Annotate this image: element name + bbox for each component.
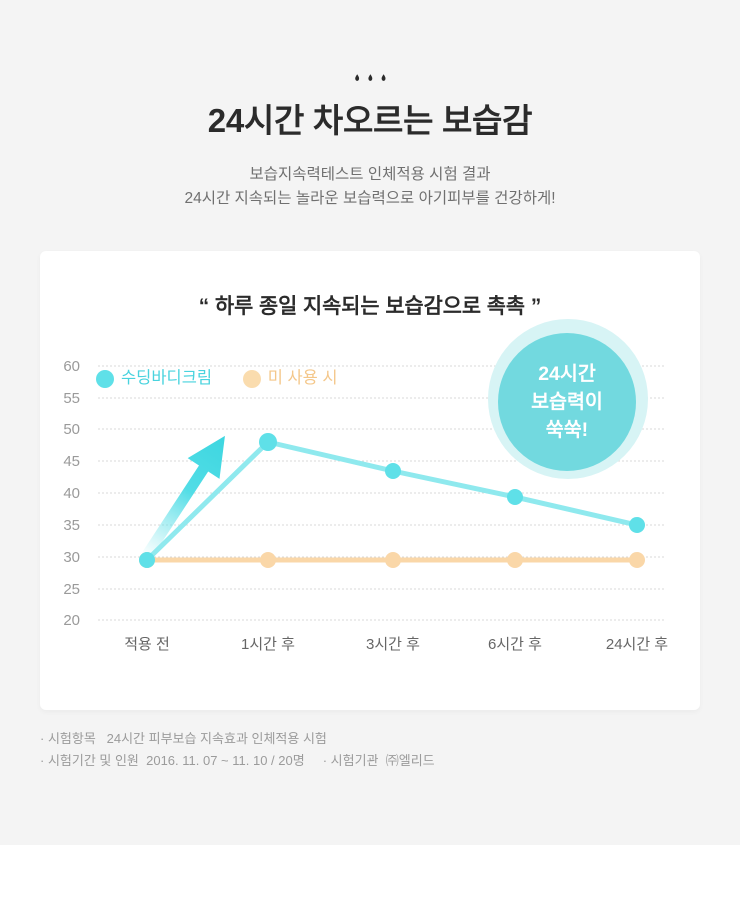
svg-text:적용 전: 적용 전 <box>124 636 170 653</box>
svg-text:50: 50 <box>63 421 80 438</box>
svg-text:60: 60 <box>63 358 80 375</box>
svg-text:24시간 후: 24시간 후 <box>606 636 668 653</box>
svg-text:1시간 후: 1시간 후 <box>241 636 295 653</box>
svg-text:35: 35 <box>63 517 80 534</box>
svg-text:45: 45 <box>63 453 80 470</box>
svg-text:25: 25 <box>63 581 80 598</box>
svg-text:40: 40 <box>63 485 80 502</box>
svg-text:20: 20 <box>63 612 80 629</box>
svg-text:6시간 후: 6시간 후 <box>488 636 542 653</box>
svg-text:30: 30 <box>63 549 80 566</box>
svg-text:55: 55 <box>63 390 80 407</box>
svg-text:3시간 후: 3시간 후 <box>366 636 420 653</box>
